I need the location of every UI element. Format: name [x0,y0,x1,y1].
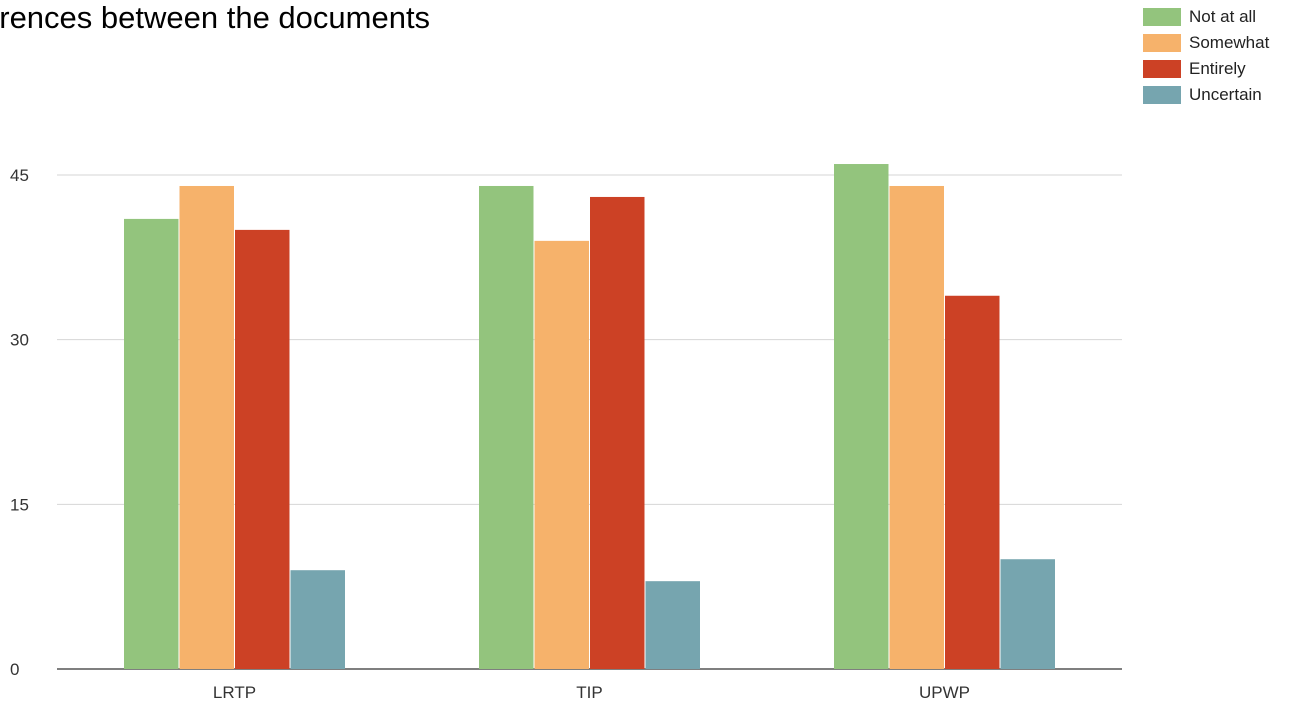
legend-swatch [1143,60,1181,78]
chart-title: erences between the documents [0,0,431,35]
x-tick-label: TIP [576,683,602,702]
legend-swatch [1143,8,1181,26]
legend-item-entirely[interactable]: Entirely [1143,58,1269,80]
bar-somewhat-upwp [889,185,944,669]
bar-somewhat-lrtp [179,185,234,669]
y-tick-label: 30 [10,331,29,350]
x-tick-label: LRTP [213,683,256,702]
legend-item-not-at-all[interactable]: Not at all [1143,6,1269,28]
y-tick-label: 45 [10,166,29,185]
bar-uncertain-lrtp [290,570,345,669]
bar-somewhat-tip [534,240,589,669]
legend-label: Uncertain [1189,85,1262,104]
bar-entirely-tip [590,196,645,669]
legend-swatch [1143,34,1181,52]
y-tick-label: 0 [10,660,19,679]
legend: Not at all Somewhat Entirely Uncertain [1143,6,1269,110]
legend-item-somewhat[interactable]: Somewhat [1143,32,1269,54]
bar-entirely-lrtp [235,229,290,669]
legend-label: Somewhat [1189,33,1270,52]
legend-swatch [1143,86,1181,104]
x-tick-label: UPWP [919,683,970,702]
legend-item-uncertain[interactable]: Uncertain [1143,84,1269,106]
bar-not-at-all-lrtp [124,218,179,669]
legend-label: Not at all [1189,7,1257,26]
bar-not-at-all-tip [479,185,534,669]
bar-uncertain-upwp [1000,559,1055,669]
bar-uncertain-tip [645,581,700,669]
legend-label: Entirely [1189,59,1246,78]
bar-not-at-all-upwp [834,164,889,669]
y-tick-label: 15 [10,495,29,514]
bar-entirely-upwp [945,295,1000,669]
